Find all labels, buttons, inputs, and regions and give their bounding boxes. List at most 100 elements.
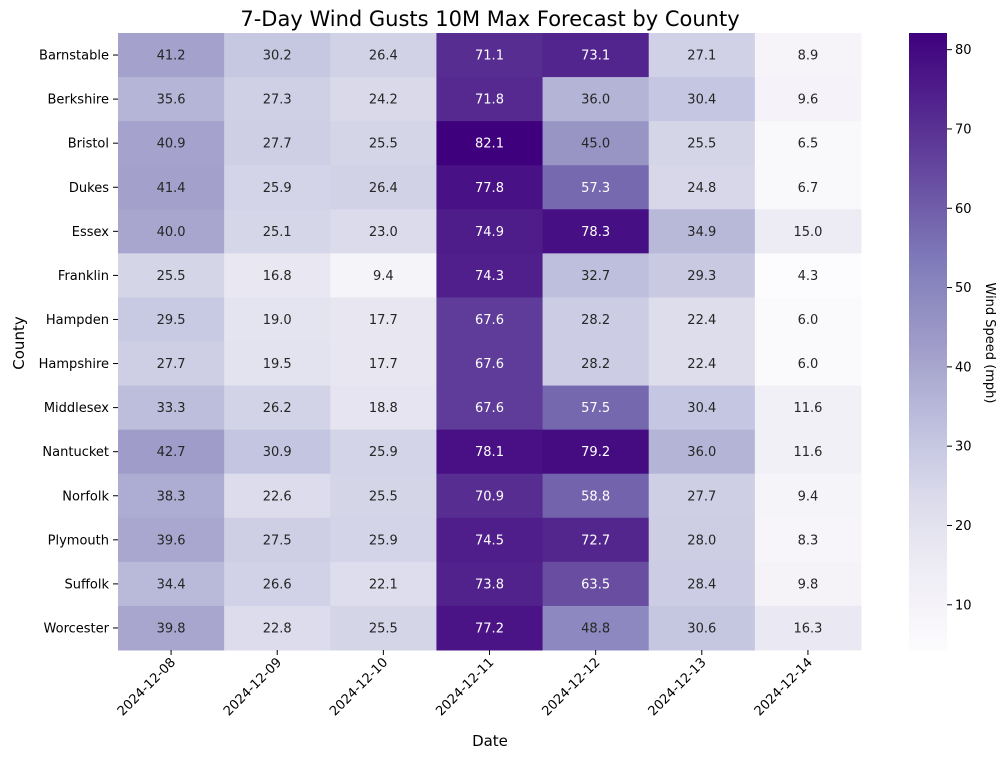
heatmap-cell [436, 605, 544, 651]
heatmap-cell [648, 165, 756, 210]
heatmap-cell [224, 297, 331, 342]
y-axis-title: County [10, 316, 28, 370]
y-tick-label: Franklin [58, 269, 109, 284]
heatmap-cell [542, 605, 650, 651]
cell-value-label: 35.6 [157, 93, 186, 108]
x-tick-label: 2024-12-08 [115, 655, 179, 719]
heatmap-cell [118, 561, 225, 607]
cell-value-label: 28.2 [581, 313, 610, 328]
heatmap-cell [754, 385, 862, 431]
heatmap-cell [224, 209, 331, 254]
cell-value-label: 45.0 [581, 137, 610, 152]
cell-value-label: 6.0 [798, 313, 819, 328]
cell-value-label: 67.6 [475, 401, 504, 416]
heatmap-cell [754, 561, 862, 607]
cell-value-label: 29.5 [157, 313, 186, 328]
cell-value-label: 34.9 [687, 225, 716, 240]
cell-value-label: 19.0 [263, 313, 292, 328]
cell-value-label: 22.4 [687, 357, 716, 372]
heatmap-cell [118, 473, 225, 519]
heatmap-cell [118, 253, 225, 298]
heatmap-cell [436, 517, 544, 563]
heatmap-cell [754, 77, 862, 122]
cell-value-label: 9.4 [798, 489, 819, 504]
heatmap-cell [224, 165, 331, 210]
cell-value-label: 22.1 [369, 577, 398, 592]
cell-value-label: 28.0 [687, 533, 716, 548]
heatmap-cell [542, 429, 650, 475]
heatmap-cell [754, 33, 862, 78]
heatmap-cell [118, 517, 225, 563]
y-tick-label: Worcester [44, 621, 110, 636]
heatmap-cell [754, 121, 862, 166]
heatmap-cell [436, 253, 544, 298]
cell-value-label: 32.7 [581, 269, 610, 284]
heatmap-cell [754, 473, 862, 519]
heatmap-cell [436, 429, 544, 475]
heatmap-cell [754, 253, 862, 298]
y-tick-label: Nantucket [42, 445, 109, 460]
cell-value-label: 30.2 [263, 49, 292, 64]
heatmap-cell [330, 297, 437, 342]
heatmap-cell [224, 385, 331, 431]
y-tick-label: Plymouth [48, 533, 109, 548]
colorbar-tick-label: 10 [955, 598, 972, 613]
cell-value-label: 30.6 [687, 621, 716, 636]
cell-value-label: 36.0 [581, 93, 610, 108]
cell-value-label: 6.0 [798, 357, 819, 372]
heatmap-cell [754, 517, 862, 563]
heatmap-cell [330, 209, 437, 254]
cell-value-label: 67.6 [475, 313, 504, 328]
heatmap-cell [542, 297, 650, 342]
colorbar-ticks: 10 20 30 40 50 60 70 80 [947, 43, 972, 613]
heatmap-cell [648, 473, 756, 519]
heatmap-cell [542, 473, 650, 519]
heatmap-cell [330, 429, 437, 475]
y-tick-label: Hampshire [39, 357, 109, 372]
heatmap-cell [330, 517, 437, 563]
cell-value-label: 33.3 [157, 401, 186, 416]
colorbar-title: Wind Speed (mph) [982, 283, 997, 404]
cell-value-label: 73.8 [475, 577, 504, 592]
x-tick-label: 2024-12-09 [221, 655, 285, 719]
cell-value-label: 39.6 [157, 533, 186, 548]
heatmap-cell [754, 209, 862, 254]
heatmap-cell [542, 253, 650, 298]
cell-value-label: 41.4 [157, 181, 186, 196]
cell-value-label: 73.1 [581, 49, 610, 64]
cell-value-label: 29.3 [687, 269, 716, 284]
cell-value-label: 27.1 [687, 49, 716, 64]
heatmap-cell [754, 297, 862, 342]
cell-value-label: 6.7 [798, 181, 819, 196]
cell-value-label: 71.1 [475, 49, 504, 64]
heatmap-cell [118, 165, 225, 210]
cell-value-label: 74.9 [475, 225, 504, 240]
heatmap-cell [224, 341, 331, 387]
cell-value-label: 78.3 [581, 225, 610, 240]
heatmap-cell [648, 121, 756, 166]
heatmap-cell [436, 209, 544, 254]
heatmap-cell [542, 385, 650, 431]
cell-value-label: 38.3 [157, 489, 186, 504]
heatmap-cell [330, 77, 437, 122]
cell-value-label: 9.4 [373, 269, 394, 284]
cell-value-label: 25.1 [263, 225, 292, 240]
chart-title: 7-Day Wind Gusts 10M Max Forecast by Cou… [240, 7, 739, 31]
cell-value-label: 25.5 [157, 269, 186, 284]
cell-value-label: 27.7 [263, 137, 292, 152]
cell-value-label: 22.8 [263, 621, 292, 636]
heatmap-cell [118, 121, 225, 166]
heatmap-cell [436, 33, 544, 78]
colorbar-tick-label: 20 [955, 519, 972, 534]
heatmap-cell [118, 605, 225, 651]
cell-value-label: 9.8 [798, 577, 819, 592]
cell-value-label: 74.5 [475, 533, 504, 548]
heatmap-cell [648, 209, 756, 254]
cell-value-label: 16.8 [263, 269, 292, 284]
heatmap-cell [648, 517, 756, 563]
cell-value-label: 28.2 [581, 357, 610, 372]
heatmap-cell [436, 341, 544, 387]
heatmap-cell [118, 429, 225, 475]
heatmap-cell [542, 77, 650, 122]
